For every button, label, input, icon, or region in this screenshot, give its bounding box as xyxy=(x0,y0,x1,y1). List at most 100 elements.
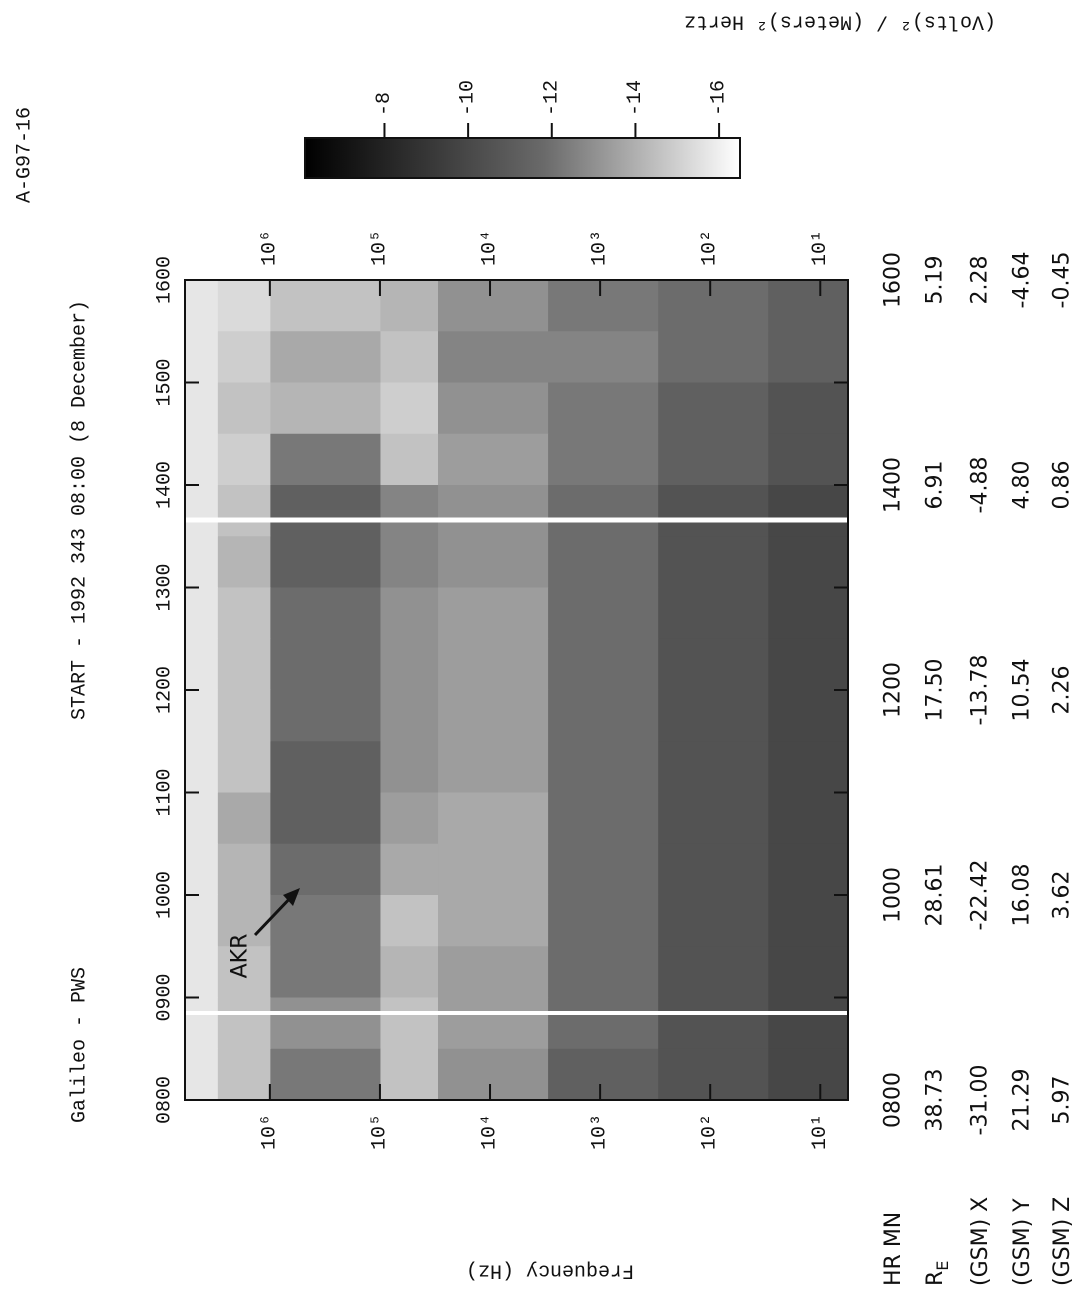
heat-cell xyxy=(185,1048,218,1100)
heat-cell xyxy=(657,330,769,383)
heat-cell xyxy=(657,945,769,998)
heat-cell xyxy=(657,535,769,588)
x-tick-label: 1600 xyxy=(154,256,177,304)
heat-cell xyxy=(217,382,271,434)
chart-subtitle: START - 1992 343 08:00 (8 December) xyxy=(69,300,92,720)
heat-cell xyxy=(217,279,271,332)
row-value: -31.00 xyxy=(968,1065,993,1136)
y-tick-label: 10² xyxy=(699,1114,722,1150)
heat-cell xyxy=(657,484,769,537)
heat-cell xyxy=(767,945,849,998)
row-label-text: (GSM) Y xyxy=(1010,1198,1035,1286)
row-value: 28.61 xyxy=(923,864,948,927)
heat-cell xyxy=(767,638,849,690)
heat-cell xyxy=(185,484,218,537)
heat-cell xyxy=(547,843,659,895)
heat-cell xyxy=(437,740,549,793)
rotated-frame: A-G97-16 Galileo - PWS START - 1992 343 … xyxy=(14,10,1075,1287)
heat-cell xyxy=(657,433,769,485)
row-value: 5.97 xyxy=(1050,1076,1075,1125)
row-value: 2.26 xyxy=(1050,666,1075,715)
heat-cell xyxy=(547,1048,659,1100)
heat-cell xyxy=(437,894,549,947)
heat-cell xyxy=(185,382,218,434)
heat-cell xyxy=(269,587,381,639)
heat-cell xyxy=(547,945,659,998)
heat-cell xyxy=(379,382,439,434)
y-tick-label: 10³ xyxy=(589,1114,612,1150)
y-tick-label: 10⁶ xyxy=(258,1114,281,1150)
heat-cell xyxy=(379,1048,439,1100)
heat-cell xyxy=(437,792,549,844)
heat-cell xyxy=(657,997,769,1049)
x-tick-label: 0800 xyxy=(154,1076,177,1124)
heat-cell xyxy=(269,484,381,537)
x-tick-label: 1300 xyxy=(154,563,177,611)
heat-cell xyxy=(269,792,381,844)
heat-cell xyxy=(657,689,769,742)
row-value: 1200 xyxy=(881,662,906,718)
arrow-head xyxy=(283,888,300,906)
heat-cell xyxy=(437,484,549,537)
row-label-text: (GSM) Z xyxy=(1050,1197,1075,1286)
heat-cell xyxy=(437,997,549,1049)
heat-cell xyxy=(547,740,659,793)
row-value: 38.73 xyxy=(923,1069,948,1132)
heat-cell xyxy=(767,1048,849,1100)
heat-cell xyxy=(379,484,439,537)
heat-cell xyxy=(437,689,549,742)
row-value: 2.28 xyxy=(968,256,993,305)
y-tick-label: 10¹ xyxy=(809,230,832,266)
heat-cell xyxy=(437,843,549,895)
heat-cell xyxy=(379,535,439,588)
heat-cell xyxy=(657,740,769,793)
heat-cell xyxy=(547,638,659,690)
heat-cell xyxy=(657,587,769,639)
y-tick-label: 10³ xyxy=(589,230,612,266)
heat-cell xyxy=(767,330,849,383)
heat-cell xyxy=(657,638,769,690)
heat-cell xyxy=(217,843,271,895)
row-value: 6.91 xyxy=(923,461,948,510)
colorbar-tick-label: -14 xyxy=(624,80,647,116)
heat-cell xyxy=(767,843,849,895)
colorbar-label: (Volts)² / (Meters)² Hertz xyxy=(684,10,996,33)
heat-cell xyxy=(437,433,549,485)
heatmap xyxy=(185,279,849,1100)
heat-cell xyxy=(437,1048,549,1100)
colorbar-tick-label: -16 xyxy=(708,80,731,116)
y-axis-label: Frequency (Hz) xyxy=(466,1259,634,1282)
row-label-text: HR MN xyxy=(881,1212,906,1286)
heat-cell xyxy=(269,997,381,1049)
heat-cell xyxy=(217,535,271,588)
row-label-sub: E xyxy=(933,1261,952,1271)
heat-cell xyxy=(269,638,381,690)
heat-cell xyxy=(379,792,439,844)
heat-cell xyxy=(269,945,381,998)
row-label: (GSM) X xyxy=(968,1197,993,1286)
heat-cell xyxy=(379,587,439,639)
heat-cell xyxy=(217,587,271,639)
heat-cell xyxy=(767,484,849,537)
row-value: 1600 xyxy=(881,252,906,308)
heat-cell xyxy=(767,535,849,588)
heat-cell xyxy=(269,1048,381,1100)
row-value: 4.80 xyxy=(1010,461,1035,510)
row-value: 17.50 xyxy=(923,659,948,722)
row-label: (GSM) Y xyxy=(1010,1198,1035,1286)
row-value: -4.88 xyxy=(968,457,993,514)
heat-cell xyxy=(217,330,271,383)
heat-cell xyxy=(547,587,659,639)
x-tick-label: 1000 xyxy=(154,871,177,919)
heat-cell xyxy=(547,535,659,588)
row-label: (GSM) Z xyxy=(1050,1197,1075,1286)
heat-cell xyxy=(657,382,769,434)
heat-cell xyxy=(767,433,849,485)
heat-cell xyxy=(185,843,218,895)
row-value: 0.86 xyxy=(1050,461,1075,510)
row-value: 1000 xyxy=(881,867,906,923)
x-tick-label: 1200 xyxy=(154,666,177,714)
row-value: 3.62 xyxy=(1050,871,1075,920)
row-value: 0800 xyxy=(881,1072,906,1128)
